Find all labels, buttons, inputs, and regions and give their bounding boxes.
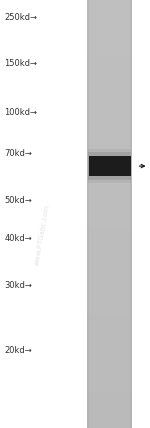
Text: 30kd→: 30kd→	[4, 281, 32, 291]
Bar	[88, 149, 131, 183]
Bar	[87, 350, 132, 357]
Bar	[87, 136, 132, 143]
Bar	[87, 100, 132, 107]
Bar	[87, 314, 132, 321]
Bar	[87, 221, 132, 228]
Text: 50kd→: 50kd→	[4, 196, 32, 205]
Bar	[87, 371, 132, 378]
Bar	[87, 300, 132, 307]
Bar	[87, 157, 132, 164]
Text: 100kd→: 100kd→	[4, 107, 38, 117]
Bar	[87, 414, 132, 421]
Bar	[87, 86, 132, 93]
Bar	[87, 278, 132, 285]
Bar	[87, 43, 132, 50]
Bar	[87, 378, 132, 385]
Bar	[87, 21, 132, 29]
Bar	[87, 264, 132, 271]
Bar	[87, 421, 132, 428]
Text: www.PTGabc.com: www.PTGabc.com	[34, 204, 50, 267]
Bar	[87, 271, 132, 278]
Bar	[87, 114, 132, 121]
Bar	[87, 93, 132, 100]
Bar	[87, 178, 132, 185]
Bar	[87, 7, 132, 14]
Bar	[87, 29, 132, 36]
Bar	[87, 250, 132, 257]
Text: 40kd→: 40kd→	[4, 234, 32, 244]
Bar	[87, 121, 132, 128]
Bar	[87, 143, 132, 150]
Bar	[87, 36, 132, 43]
Text: 150kd→: 150kd→	[4, 59, 38, 68]
Text: 250kd→: 250kd→	[4, 12, 38, 22]
Bar	[87, 235, 132, 243]
Bar	[87, 128, 132, 136]
Bar	[87, 257, 132, 264]
Bar	[87, 78, 132, 86]
Bar	[87, 150, 132, 157]
Bar	[87, 71, 132, 78]
Bar	[87, 207, 132, 214]
Bar	[87, 328, 132, 335]
Bar	[87, 285, 132, 292]
Bar	[87, 321, 132, 328]
Bar	[87, 385, 132, 392]
Bar	[87, 185, 132, 193]
Bar	[87, 243, 132, 250]
Bar	[88, 156, 130, 176]
Bar	[87, 50, 132, 57]
Bar	[87, 0, 89, 428]
Bar	[87, 0, 132, 7]
Bar	[87, 14, 132, 21]
Bar	[87, 307, 132, 314]
Bar	[87, 407, 132, 414]
Text: 20kd→: 20kd→	[4, 346, 32, 356]
Bar	[87, 214, 132, 221]
Bar	[130, 0, 132, 428]
Bar	[87, 164, 132, 171]
Bar	[87, 399, 132, 407]
Bar	[87, 64, 132, 71]
Bar	[87, 357, 132, 364]
Bar	[87, 335, 132, 342]
Bar	[87, 292, 132, 300]
Bar	[87, 228, 132, 235]
Bar	[87, 392, 132, 399]
Text: 70kd→: 70kd→	[4, 149, 32, 158]
Bar	[87, 200, 132, 207]
Bar	[87, 57, 132, 64]
Bar	[87, 193, 132, 200]
Bar	[87, 107, 132, 114]
Bar	[87, 364, 132, 371]
Bar	[87, 342, 132, 350]
Bar	[88, 152, 131, 180]
Bar	[87, 171, 132, 178]
